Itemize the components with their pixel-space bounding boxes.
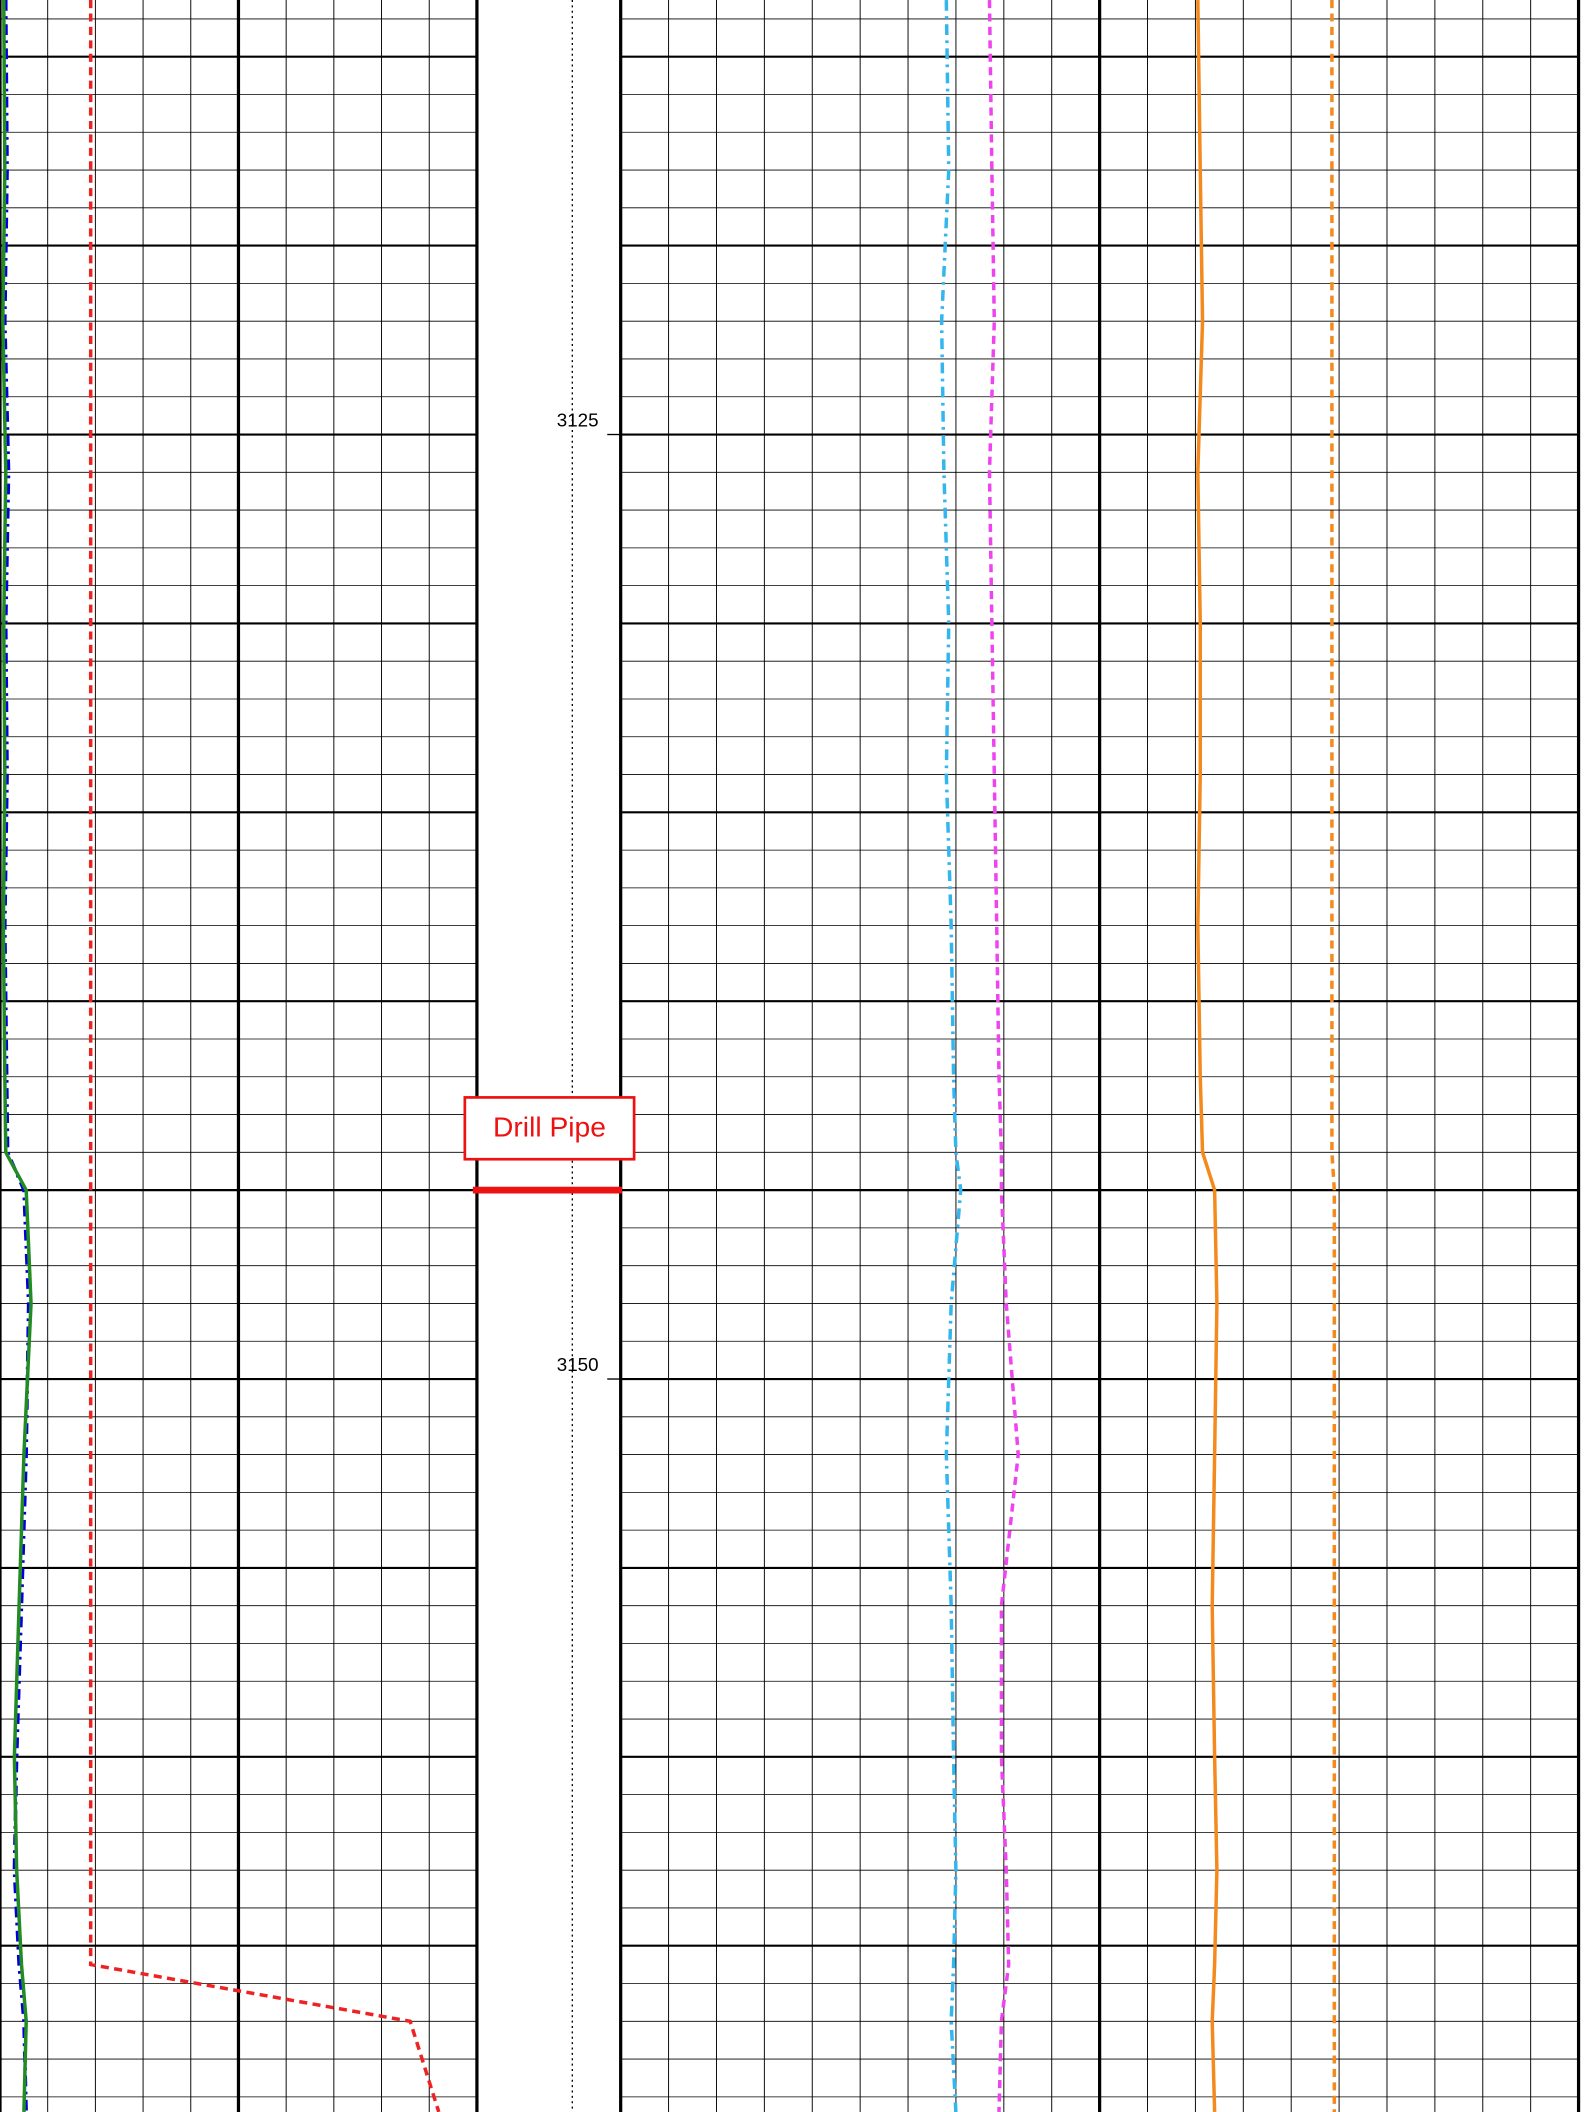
depth-label: 3125 [557, 409, 599, 430]
log-curve [1330, 0, 1337, 2112]
depth-label: 3150 [557, 1354, 599, 1375]
annotation-label: Drill Pipe [493, 1110, 606, 1142]
log-curve [1, 0, 33, 2112]
log-curve [939, 0, 963, 2112]
log-curve [987, 0, 1020, 2112]
annotation-box [463, 1096, 636, 1161]
log-curve [88, 0, 441, 2112]
log-curve [1196, 0, 1219, 2112]
log-curve [3, 0, 31, 2112]
